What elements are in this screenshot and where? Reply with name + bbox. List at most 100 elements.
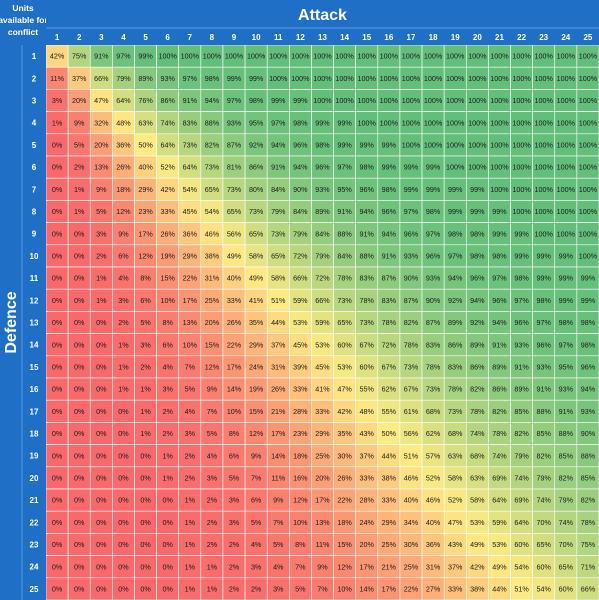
cell-value-label: 99% [514,229,529,238]
x-tick-label: 13 [318,33,327,42]
cell-value-label: 15% [249,407,264,416]
cell-value-label: 100% [424,74,443,83]
cell-value-label: 0% [52,141,63,150]
cell-value-label: 2% [251,585,262,594]
cell-value-label: 0% [96,540,107,549]
cell-value-label: 82% [205,141,220,150]
cell-value-label: 2% [207,540,218,549]
cell-value-label: 58% [470,496,485,505]
cell-value-label: 65% [271,252,286,261]
x-tick-label: 22 [517,33,526,42]
cell-value-label: 88% [337,229,352,238]
cell-value-label: 74% [559,518,574,527]
cell-value-label: 10% [160,296,175,305]
cell-value-label: 47% [337,385,352,394]
cell-value-label: 53% [293,318,308,327]
cell-value-label: 2% [207,518,218,527]
cell-value-label: 100% [535,185,554,194]
cell-value-label: 99% [492,229,507,238]
cell-value-label: 9% [74,118,85,127]
cell-value-label: 9% [207,385,218,394]
y-tick-label: 15 [30,363,39,372]
cell-value-label: 100% [512,207,531,216]
cell-value-label: 74% [160,118,175,127]
cell-value-label: 96% [293,141,308,150]
cell-value-label: 0% [140,562,151,571]
cell-value-label: 0% [118,451,129,460]
cell-value-label: 100% [512,163,531,172]
cell-value-label: 98% [382,185,397,194]
cell-value-label: 64% [116,96,131,105]
cell-value-label: 97% [426,229,441,238]
cell-value-label: 0% [52,585,63,594]
cell-value-label: 9% [317,562,328,571]
cell-value-label: 98% [537,296,552,305]
cell-value-label: 100% [446,163,465,172]
cell-value-label: 33% [293,385,308,394]
cell-value-label: 84% [293,207,308,216]
cell-value-label: 52% [426,474,441,483]
cell-value-label: 1% [162,474,173,483]
cell-value-label: 3% [207,474,218,483]
cell-value-label: 59% [293,296,308,305]
cell-value-label: 24% [249,363,264,372]
cell-value-label: 100% [446,118,465,127]
cell-value-label: 99% [382,163,397,172]
cell-value-label: 87% [382,274,397,283]
cell-value-label: 0% [52,385,63,394]
cell-value-label: 73% [227,185,242,194]
cell-value-label: 100% [402,141,421,150]
cell-value-label: 100% [535,207,554,216]
cell-value-label: 100% [579,118,598,127]
cell-value-label: 75% [72,52,87,61]
cell-value-label: 100% [557,185,576,194]
cell-value-label: 66% [94,74,109,83]
cell-value-label: 51% [514,585,529,594]
cell-value-label: 0% [74,562,85,571]
cell-value-label: 98% [470,252,485,261]
cell-value-label: 65% [537,540,552,549]
cell-value-label: 94% [382,229,397,238]
cell-value-label: 0% [74,474,85,483]
cell-value-label: 100% [203,52,222,61]
cell-value-label: 82% [404,318,419,327]
cell-value-label: 10% [227,407,242,416]
cell-value-label: 97% [183,74,198,83]
cell-value-label: 100% [313,96,332,105]
cell-value-label: 100% [579,163,598,172]
cell-value-label: 100% [358,52,377,61]
cell-value-label: 100% [535,118,554,127]
cell-value-label: 82% [470,385,485,394]
x-axis-title: Attack [298,7,347,24]
cell-value-label: 23% [138,207,153,216]
cell-value-label: 62% [382,385,397,394]
cell-value-label: 100% [181,52,200,61]
cell-value-label: 14% [360,585,375,594]
cell-value-label: 89% [470,340,485,349]
cell-value-label: 72% [293,252,308,261]
cell-value-label: 35% [337,429,352,438]
cell-value-label: 51% [271,296,286,305]
cell-value-label: 1% [140,407,151,416]
cell-value-label: 17% [227,363,242,372]
cell-value-label: 99% [249,74,264,83]
cell-value-label: 0% [118,562,129,571]
cell-value-label: 100% [468,96,487,105]
cell-value-label: 90% [293,185,308,194]
cell-value-label: 54% [183,185,198,194]
cell-value-label: 0% [118,518,129,527]
cell-value-label: 0% [96,429,107,438]
cell-value-label: 100% [490,118,509,127]
cell-value-label: 2% [96,252,107,261]
cell-value-label: 86% [470,363,485,372]
cell-value-label: 98% [514,274,529,283]
cell-value-label: 12% [249,429,264,438]
cell-value-label: 4% [251,540,262,549]
cell-value-label: 100% [535,141,554,150]
x-tick-label: 16 [384,33,393,42]
cell-value-label: 100% [358,118,377,127]
cell-value-label: 59% [492,518,507,527]
cell-value-label: 70% [537,518,552,527]
cell-value-label: 17% [183,296,198,305]
cell-value-label: 38% [382,474,397,483]
